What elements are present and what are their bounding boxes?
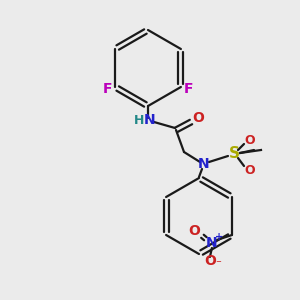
Text: N: N	[198, 157, 210, 171]
Text: F: F	[184, 82, 194, 96]
Text: O: O	[204, 254, 216, 268]
Text: H: H	[134, 113, 144, 127]
Text: O: O	[192, 111, 204, 125]
Text: O: O	[188, 224, 200, 238]
Text: ⁻: ⁻	[215, 259, 221, 269]
Text: N: N	[206, 236, 218, 250]
Text: N: N	[144, 113, 156, 127]
Text: F: F	[102, 82, 112, 96]
Text: O: O	[245, 164, 255, 176]
Text: S: S	[229, 146, 239, 161]
Text: O: O	[245, 134, 255, 146]
Text: +: +	[215, 232, 223, 242]
